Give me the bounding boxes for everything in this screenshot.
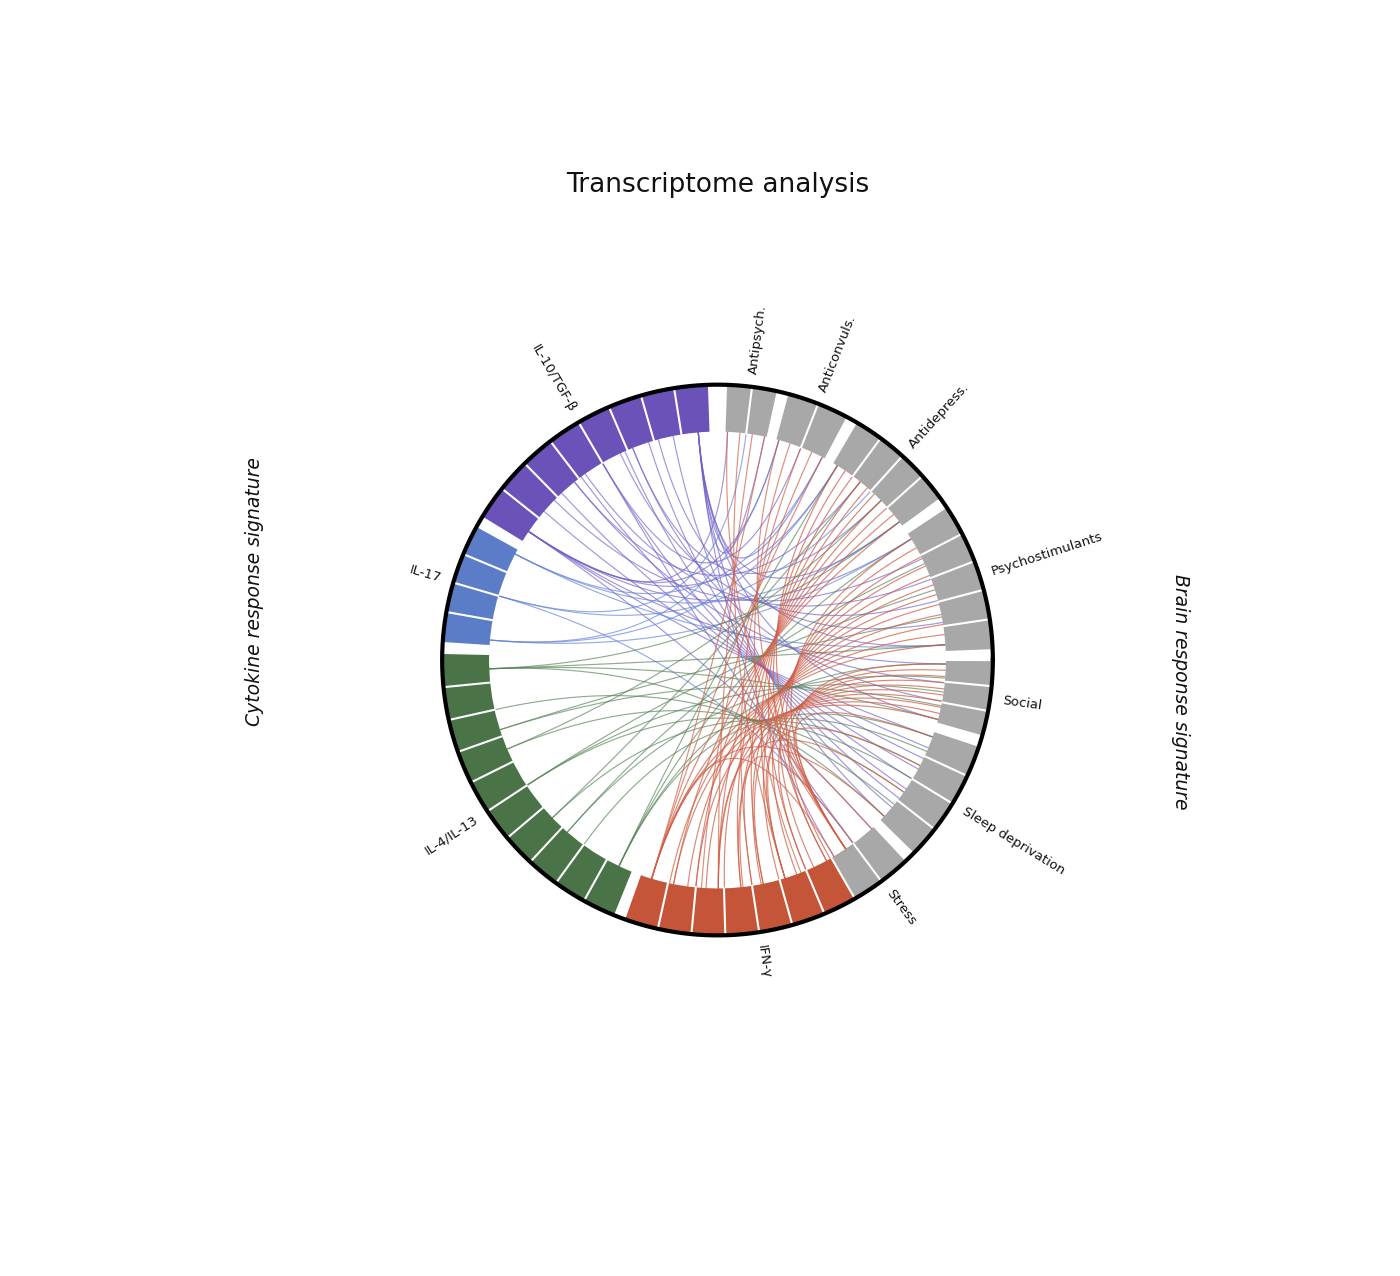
Wedge shape [832,827,906,898]
Wedge shape [725,385,777,436]
Wedge shape [881,732,979,852]
Text: Anticonvuls.: Anticonvuls. [816,314,858,394]
Wedge shape [626,842,883,935]
Wedge shape [907,508,993,651]
Text: Cytokine response signature: Cytokine response signature [245,457,265,726]
Text: Sleep deprivation: Sleep deprivation [960,805,1067,877]
Text: Brain response signature: Brain response signature [1170,574,1190,809]
Text: Antipsych.: Antipsych. [748,304,769,375]
Text: Social: Social [1001,694,1043,712]
Wedge shape [833,422,941,526]
Text: Psychostimulants: Psychostimulants [990,530,1105,578]
Text: IFN-γ: IFN-γ [755,943,773,979]
Text: IL-10/TGF-β: IL-10/TGF-β [528,342,578,415]
Wedge shape [442,527,518,646]
Text: IL-17: IL-17 [409,564,442,586]
Wedge shape [483,385,710,541]
Text: Transcriptome analysis: Transcriptome analysis [566,172,869,198]
Wedge shape [442,655,631,915]
Text: Stress: Stress [883,888,918,928]
Wedge shape [937,661,993,735]
Text: IL-4/IL-13: IL-4/IL-13 [423,813,480,857]
Text: Antidepress.: Antidepress. [906,380,972,452]
Wedge shape [777,394,847,458]
